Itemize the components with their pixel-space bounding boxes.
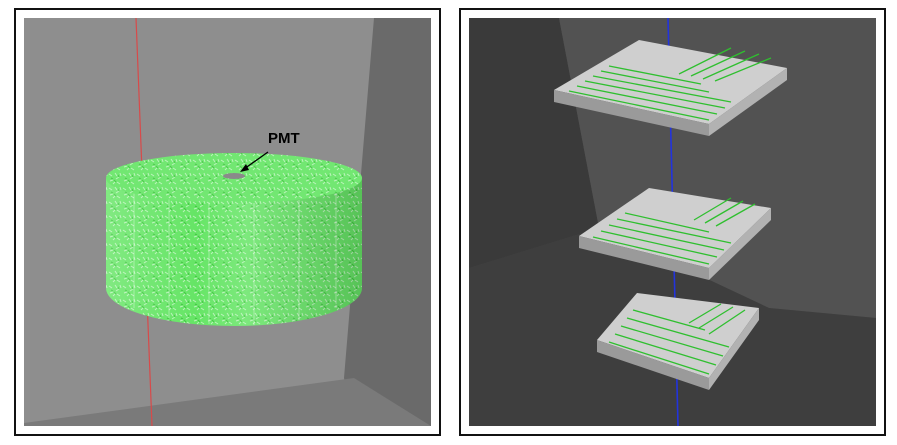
right-scene [469, 18, 876, 426]
floor-edge [24, 378, 431, 426]
right-panel-plate-stack [459, 8, 886, 436]
plate-top [554, 40, 787, 136]
plate-stack-render [469, 18, 876, 426]
left-scene: PMT [24, 18, 431, 426]
plate-bottom [597, 293, 759, 390]
pmt-window [223, 173, 245, 179]
left-wall [469, 18, 599, 268]
scintillator-render [24, 18, 431, 426]
pmt-arrow [243, 151, 269, 170]
plate-middle [579, 188, 771, 280]
right-wall [344, 18, 431, 426]
pmt-label: PMT [268, 130, 300, 147]
left-panel-scintillator-detector: PMT [14, 8, 441, 436]
